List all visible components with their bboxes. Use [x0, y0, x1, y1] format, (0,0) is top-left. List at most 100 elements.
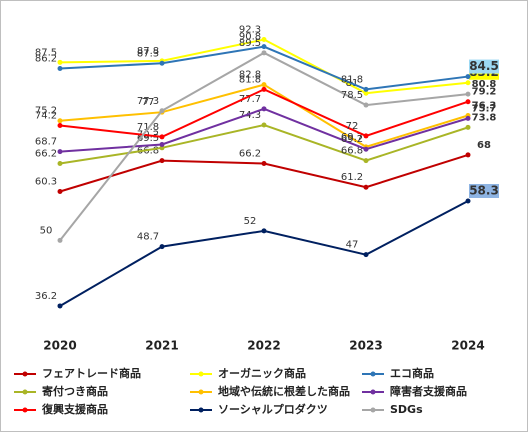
x-tick-label: 2024 [451, 339, 484, 353]
legend-swatch-marker [22, 389, 28, 395]
legend-swatch-marker [22, 407, 28, 413]
data-point [159, 244, 165, 250]
data-point [57, 237, 63, 243]
data-label: 58.3 [469, 183, 499, 197]
data-point [261, 122, 267, 128]
data-label: 66.8 [137, 146, 159, 157]
data-point [363, 158, 369, 164]
legend-swatch-marker [198, 371, 204, 377]
data-point [57, 118, 63, 124]
data-label: 66.8 [341, 146, 363, 157]
data-label: 77.7 [239, 94, 261, 105]
data-point [261, 228, 267, 234]
data-label: 69.7 [341, 132, 363, 143]
data-point [363, 252, 369, 258]
data-point [363, 133, 369, 139]
data-point [465, 91, 471, 97]
data-label: 69.5 [137, 133, 159, 144]
data-label: 78.5 [341, 90, 363, 101]
data-label: 66.2 [239, 148, 261, 159]
legend-label: 障害者支援商品 [390, 384, 467, 398]
data-label: 75.2 [35, 106, 57, 117]
data-point [57, 59, 63, 65]
data-point [363, 146, 369, 152]
data-point [159, 134, 165, 140]
data-label: 68 [477, 140, 491, 151]
legend-swatch-marker [22, 371, 28, 377]
data-label: 74.3 [239, 110, 261, 121]
data-label: 73.8 [472, 112, 497, 123]
data-point [465, 99, 471, 105]
data-point [363, 184, 369, 190]
legend-label: フェアトレード商品 [42, 366, 141, 380]
x-tick-label: 2022 [247, 339, 280, 353]
legend-label: 寄付つき商品 [42, 384, 108, 398]
legend-label: 復興支援商品 [41, 402, 108, 416]
data-label: 75.7 [472, 103, 497, 114]
data-point [57, 122, 63, 128]
data-label: 86.2 [35, 53, 57, 64]
data-point [261, 106, 267, 112]
data-label: 81.8 [341, 74, 363, 85]
legend-label: ソーシャルプロダクツ [218, 402, 328, 416]
legend-label: エコ商品 [390, 366, 434, 380]
data-label: 87.5 [35, 47, 57, 58]
data-point [57, 149, 63, 155]
data-point [465, 80, 471, 86]
legend-swatch-marker [370, 389, 376, 395]
data-label: 89.5 [239, 38, 261, 49]
data-label: 87.3 [137, 48, 159, 59]
data-label: 84.5 [469, 59, 499, 73]
legend-swatch-marker [198, 407, 204, 413]
data-label: 72 [346, 121, 359, 132]
data-label: 80.8 [472, 79, 497, 90]
data-label: 61.2 [341, 172, 363, 183]
data-label: 77 [142, 97, 155, 108]
data-label: 92.3 [239, 25, 261, 36]
data-label: 60.3 [35, 176, 57, 187]
data-point [159, 158, 165, 164]
data-label: 52 [244, 216, 257, 227]
data-point [465, 152, 471, 158]
data-point [261, 50, 267, 56]
data-point [261, 44, 267, 50]
data-point [363, 102, 369, 108]
x-tick-label: 2020 [43, 339, 76, 353]
data-point [57, 160, 63, 166]
data-point [261, 82, 267, 88]
data-label: 76.3 [472, 101, 497, 112]
data-label: 79.2 [472, 87, 497, 98]
data-label: 48.7 [137, 232, 159, 243]
data-label: 66.2 [35, 148, 57, 159]
data-point [363, 86, 369, 92]
data-point [159, 60, 165, 66]
data-label: 69.2 [341, 134, 363, 145]
legend-swatch-marker [198, 389, 204, 395]
data-label: 47 [346, 240, 359, 251]
data-label: 77.3 [137, 96, 159, 107]
x-tick-label: 2021 [145, 339, 178, 353]
data-point [57, 303, 63, 309]
data-point [57, 188, 63, 194]
data-point [261, 37, 267, 43]
data-point [261, 86, 267, 92]
label-highlight [469, 59, 499, 74]
legend-swatch-marker [370, 371, 376, 377]
legend-swatch-marker [370, 407, 376, 413]
data-label: 50 [40, 225, 53, 236]
data-label: 81.8 [239, 74, 261, 85]
data-label: 74.2 [35, 110, 57, 121]
data-label: 68.7 [35, 137, 57, 148]
legend-label: オーガニック商品 [218, 366, 306, 380]
data-point [465, 115, 471, 121]
data-point [465, 198, 471, 204]
data-label: 36.2 [35, 291, 57, 302]
data-point [363, 90, 369, 96]
data-point [159, 108, 165, 114]
legend-label: 地域や伝統に根差した商品 [218, 384, 350, 398]
data-point [57, 65, 63, 71]
data-point [261, 160, 267, 166]
data-label: 90.8 [239, 32, 261, 43]
data-point [159, 141, 165, 147]
